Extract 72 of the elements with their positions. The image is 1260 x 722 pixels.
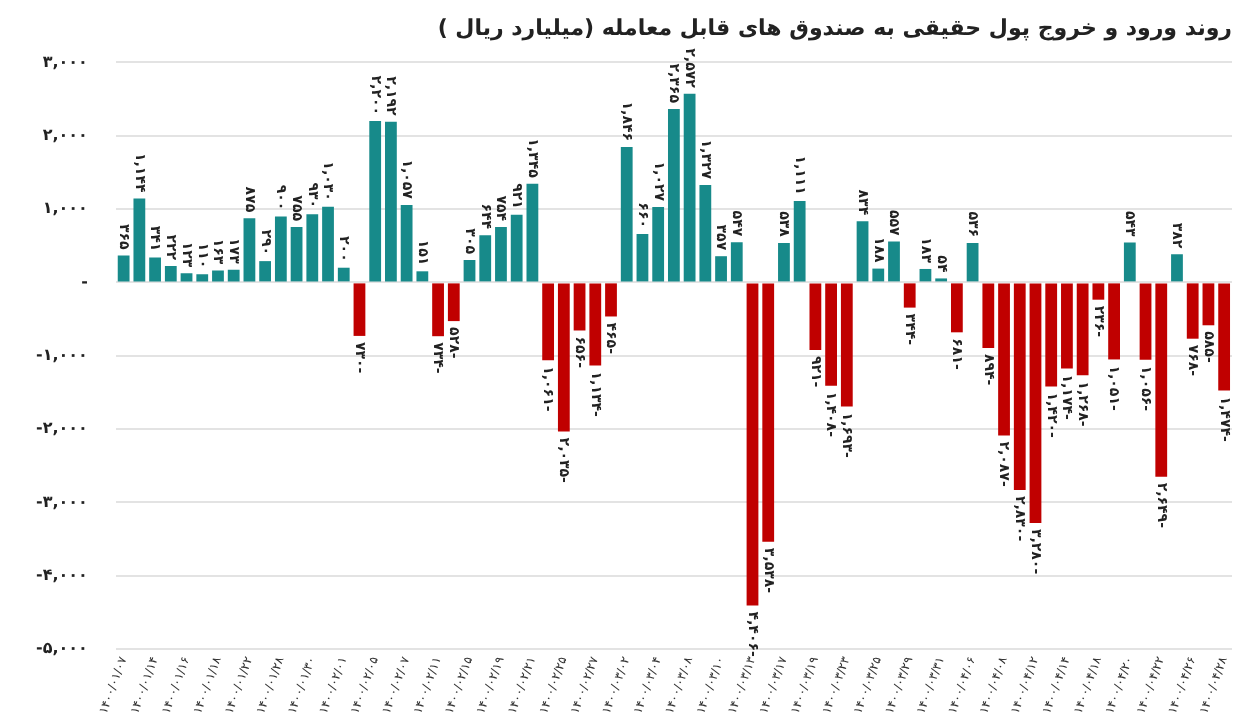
bar bbox=[164, 266, 177, 282]
bar bbox=[856, 221, 869, 282]
bar bbox=[385, 121, 397, 282]
bar bbox=[1061, 283, 1073, 369]
y-tick-label: ۳,۰۰۰ bbox=[42, 52, 88, 71]
bar bbox=[668, 108, 680, 282]
bar bbox=[1171, 254, 1183, 282]
bar bbox=[227, 269, 240, 282]
bar bbox=[919, 268, 932, 282]
bar bbox=[1218, 283, 1231, 391]
y-tick-label: -۳,۰۰۰ bbox=[36, 492, 88, 511]
bar bbox=[432, 283, 444, 337]
bar bbox=[196, 274, 209, 282]
bar bbox=[573, 283, 586, 331]
bar bbox=[510, 214, 523, 282]
bar bbox=[903, 283, 916, 308]
bar bbox=[542, 283, 555, 361]
bar bbox=[1155, 283, 1168, 477]
chart-title: روند ورود و خروج پول حقیقی به صندوق های قابل معامله (میلیارد ریال ) bbox=[437, 14, 1232, 41]
bar bbox=[1108, 283, 1120, 360]
bar bbox=[825, 283, 837, 386]
bar bbox=[212, 270, 224, 282]
bar bbox=[180, 273, 193, 282]
bar bbox=[1186, 283, 1199, 339]
bar bbox=[322, 206, 334, 282]
y-tick-label: - bbox=[81, 272, 88, 291]
bar bbox=[715, 256, 727, 282]
bar bbox=[149, 257, 161, 282]
bar bbox=[793, 200, 806, 282]
bar bbox=[809, 283, 822, 350]
y-tick-label: ۲,۰۰۰ bbox=[42, 125, 88, 144]
bar bbox=[526, 183, 539, 282]
bar bbox=[950, 283, 963, 333]
bar bbox=[337, 267, 350, 282]
bar bbox=[1123, 242, 1136, 282]
bar bbox=[306, 214, 319, 282]
y-tick-label: -۴,۰۰۰ bbox=[36, 565, 88, 584]
y-tick-label: -۱,۰۰۰ bbox=[36, 345, 88, 364]
bar bbox=[1029, 283, 1042, 523]
bar bbox=[888, 241, 900, 282]
bar bbox=[463, 260, 476, 282]
bar bbox=[589, 283, 602, 366]
bar bbox=[966, 243, 979, 282]
bar bbox=[259, 261, 272, 282]
bar bbox=[495, 227, 507, 282]
bar bbox=[982, 283, 995, 348]
bar bbox=[636, 233, 649, 282]
bar bbox=[243, 218, 256, 282]
y-tick-label: -۵,۰۰۰ bbox=[36, 639, 88, 658]
bar bbox=[872, 268, 885, 282]
bar bbox=[1045, 283, 1058, 387]
bar bbox=[290, 227, 303, 282]
bar bbox=[840, 283, 853, 407]
bar bbox=[447, 283, 460, 322]
bar bbox=[778, 242, 790, 282]
bar bbox=[479, 235, 492, 282]
bar bbox=[730, 242, 743, 282]
bar bbox=[652, 207, 665, 282]
y-tick-label: ۱,۰۰۰ bbox=[42, 199, 88, 218]
bar bbox=[1202, 283, 1215, 326]
bar bbox=[1139, 283, 1152, 360]
bar bbox=[274, 216, 287, 282]
y-tick-label: -۲,۰۰۰ bbox=[36, 419, 88, 438]
bar bbox=[746, 283, 759, 606]
bar bbox=[557, 283, 570, 432]
bar bbox=[998, 283, 1010, 436]
bar bbox=[353, 283, 366, 336]
bar bbox=[1013, 283, 1026, 490]
bar bbox=[620, 147, 633, 282]
bar bbox=[605, 283, 617, 317]
bar bbox=[369, 121, 382, 282]
bar bbox=[762, 283, 775, 542]
